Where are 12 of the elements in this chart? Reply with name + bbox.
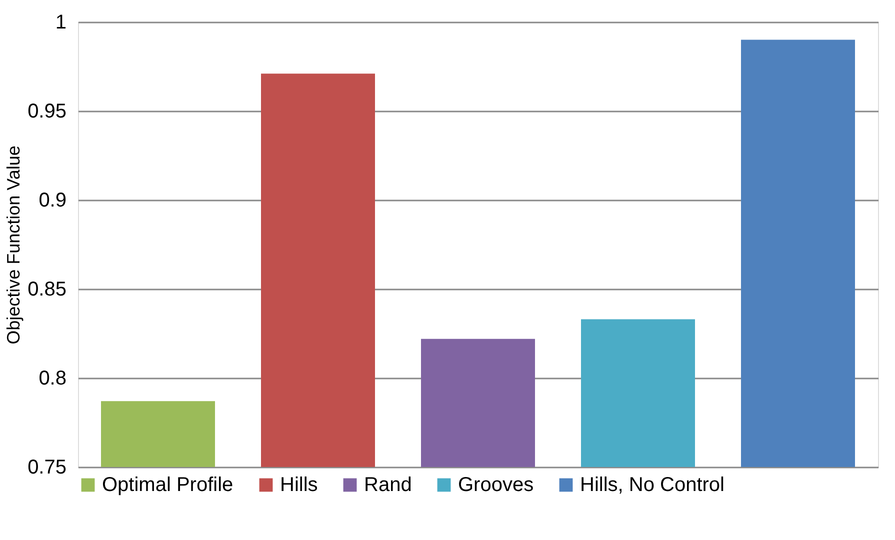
- legend-label: Hills, No Control: [580, 474, 724, 496]
- y-tick-label: 0.8: [38, 368, 66, 390]
- legend-label: Optimal Profile: [102, 474, 234, 496]
- legend-label: Hills: [280, 474, 318, 496]
- y-axis-title: Objective Function Value: [4, 146, 24, 344]
- legend-label: Grooves: [458, 474, 534, 496]
- legend-label: Rand: [364, 474, 412, 496]
- y-tick-label: 0.85: [28, 278, 66, 300]
- y-tick-label: 0.75: [28, 456, 66, 478]
- y-tick-label: 0.9: [38, 190, 66, 212]
- y-tick-label: 1: [55, 12, 66, 34]
- y-tick-label: 0.95: [28, 100, 66, 122]
